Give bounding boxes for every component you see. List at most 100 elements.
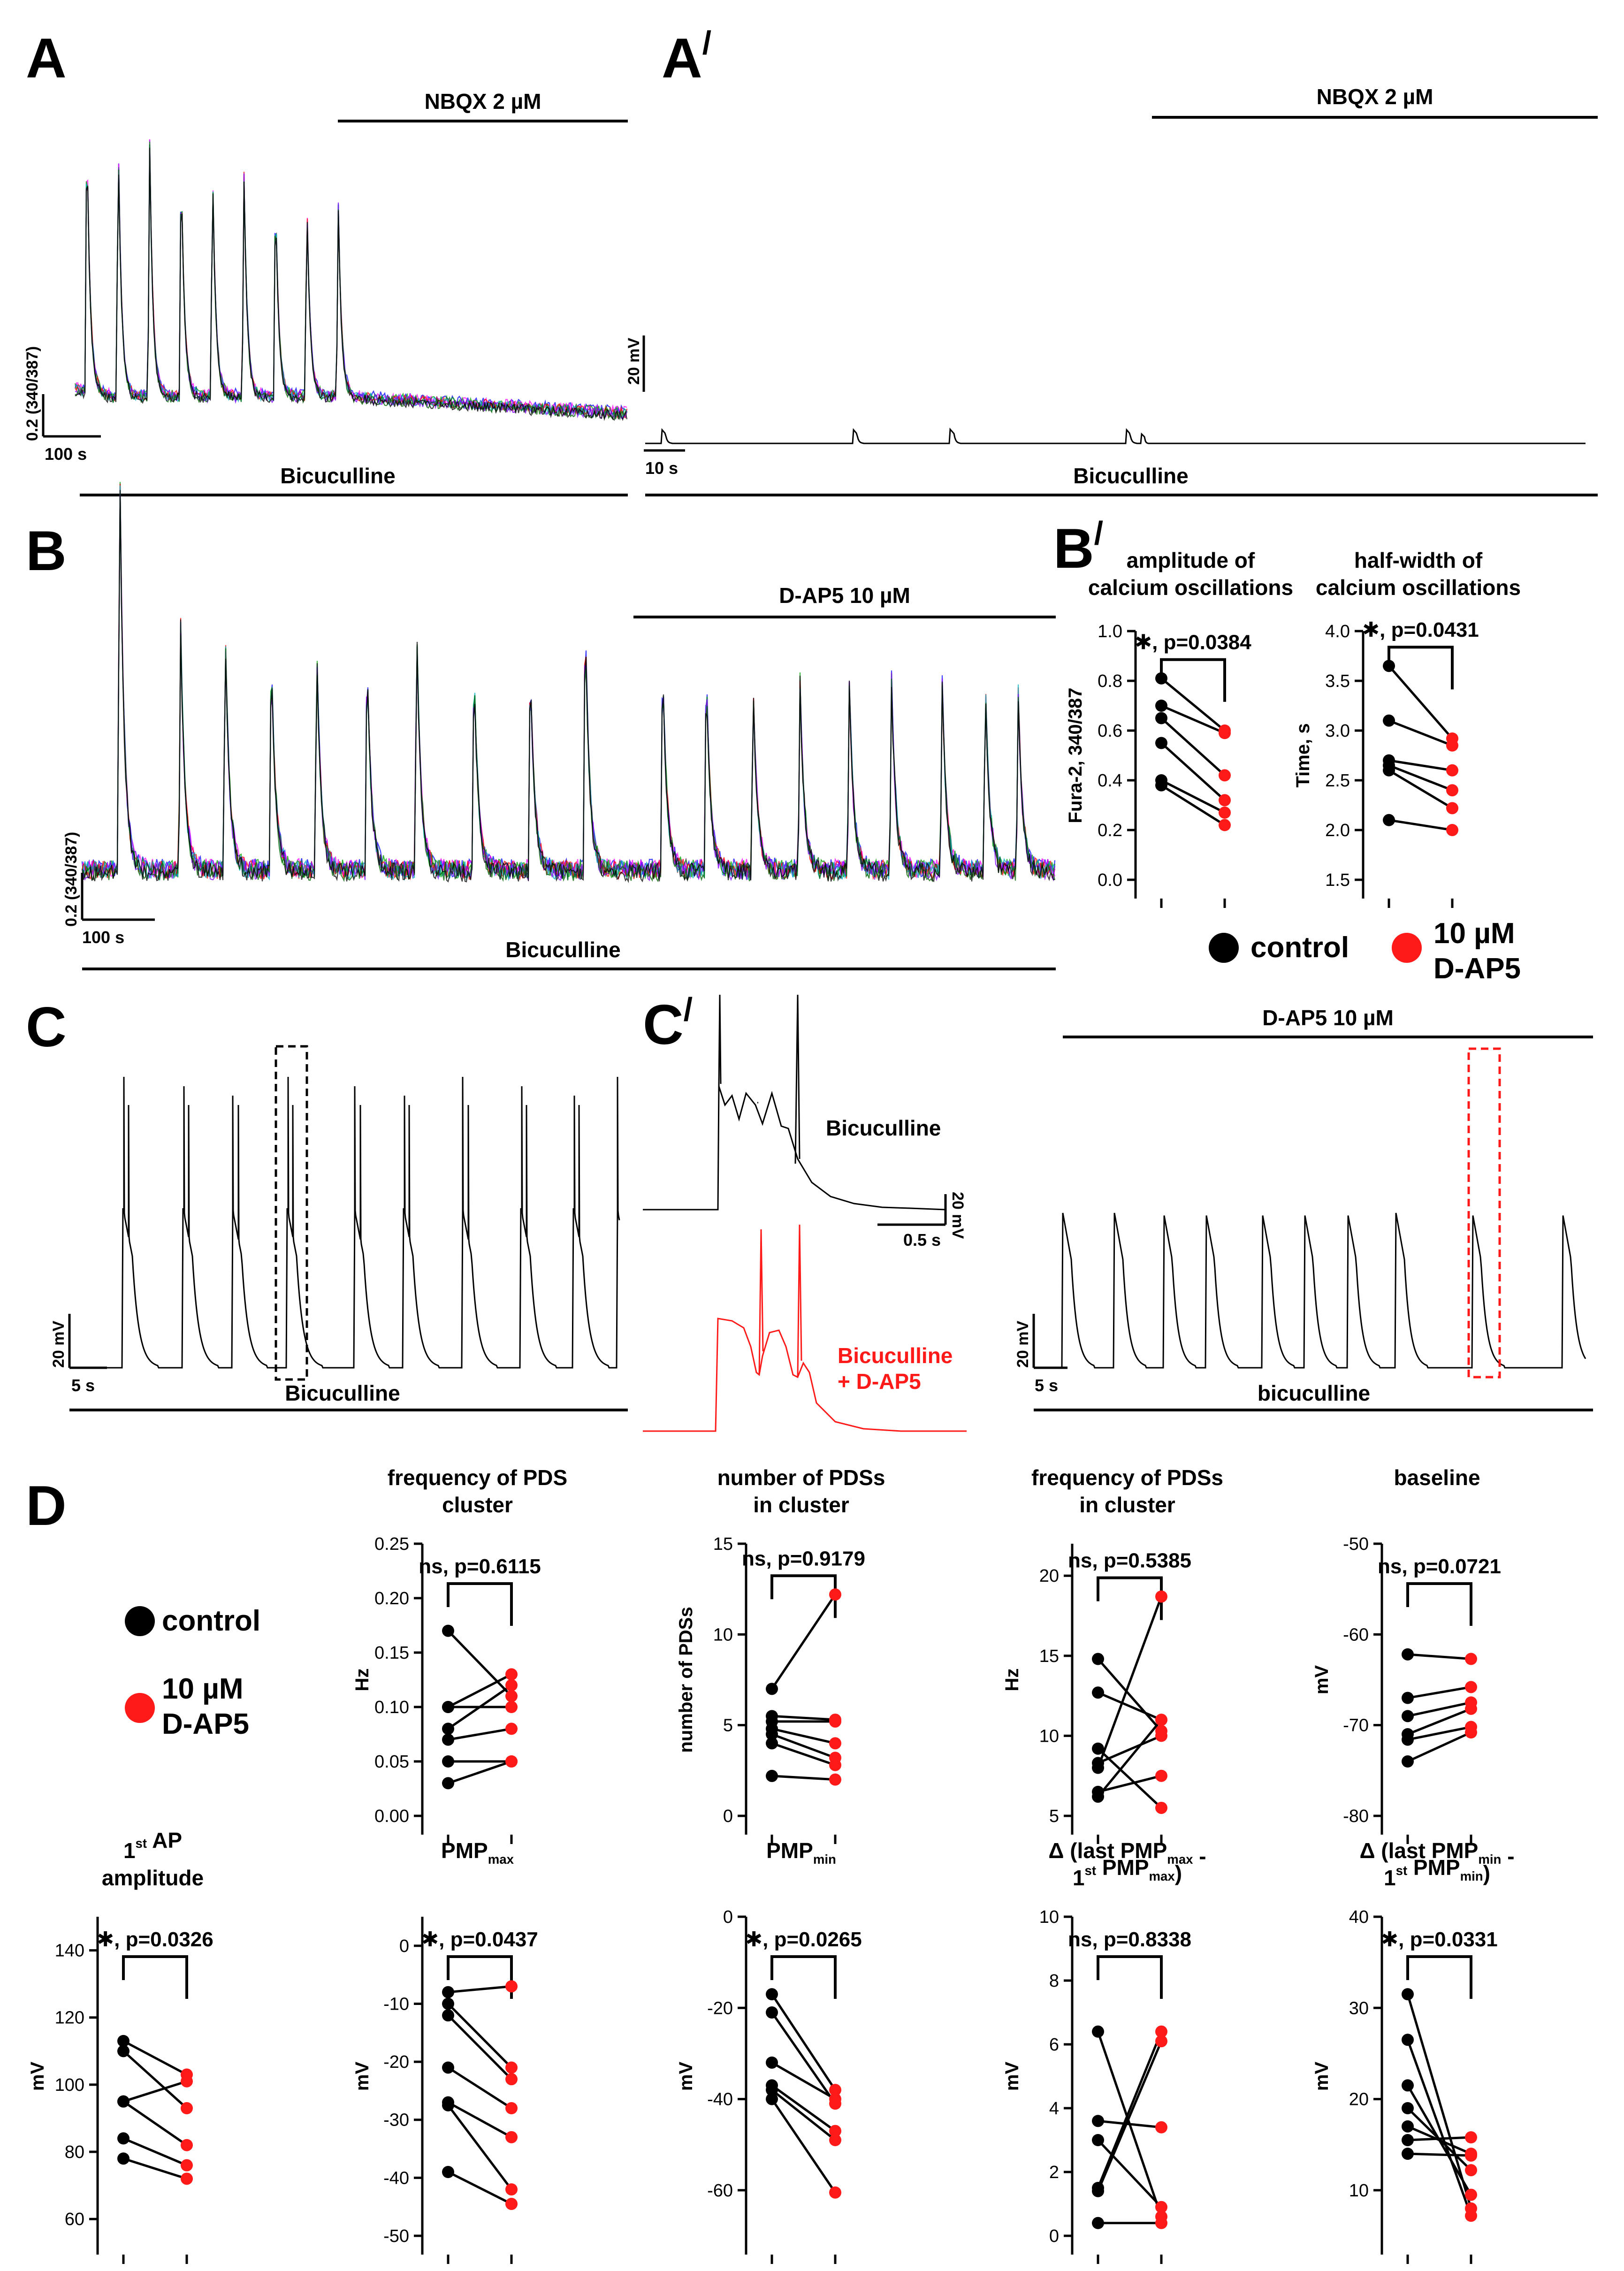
panel-a-prime-label: A/ [662, 24, 711, 90]
number-pds-chart: number of PDSs in cluster 0 5 10 15 number of … [676, 1465, 885, 1844]
pair-line [447, 1684, 512, 1730]
panel-c-prime-right-scale-y-label: 20 mV [1014, 1321, 1032, 1368]
chart-title: calcium oscillations [1088, 575, 1293, 600]
dap5-point [1155, 2121, 1167, 2134]
legend-d-dap5-marker [125, 1693, 155, 1723]
control-point [1155, 700, 1167, 712]
control-point [442, 1755, 454, 1768]
stat-bracket [1388, 646, 1454, 690]
y-tick-label: 2.5 [1325, 771, 1350, 791]
dap5-point [1465, 1702, 1477, 1715]
control-point [442, 1733, 454, 1746]
dap5-point [505, 1690, 518, 1702]
y-tick-label: 0 [723, 1907, 733, 1927]
dap5-point [1465, 2164, 1477, 2177]
chart-title: PMPmin [766, 1838, 836, 1867]
chart-title: 1st PMPmin) [1384, 1855, 1490, 1890]
dap5-point [829, 1773, 841, 1786]
y-tick-label: 0 [399, 1936, 409, 1956]
control-point [442, 1986, 454, 1998]
control-point [442, 1624, 454, 1637]
voltage-trace [74, 1076, 620, 1369]
chart-title: 1st AP [123, 1828, 182, 1863]
pair-line [770, 1993, 837, 2091]
y-tick-label: 10 [1349, 2181, 1369, 2201]
dap5-point [1155, 1769, 1167, 1782]
legend-bprime-dap5-label-2: D-AP5 [1433, 953, 1521, 985]
chart-title: frequency of PDSs [1031, 1465, 1223, 1490]
pair-line [1388, 759, 1453, 772]
panel-b-scale-x-label: 100 s [82, 928, 124, 947]
y-tick-label: 6 [1049, 2035, 1059, 2055]
dap5-point [1155, 1714, 1167, 1726]
control-point [1383, 660, 1395, 672]
panel-a-drug-label: NBQX 2 µM [425, 89, 541, 114]
y-axis-label: Hz [352, 1669, 373, 1692]
pair-line [771, 2061, 836, 2100]
dap5-point [1465, 2131, 1477, 2144]
pair-line [1160, 784, 1226, 826]
pair-line [447, 2101, 512, 2139]
control-point [1092, 1686, 1104, 1699]
control-point [1402, 2034, 1414, 2046]
dap5-point [1446, 802, 1458, 815]
control-point [766, 2093, 778, 2105]
panel-c-prime-selection-box [1467, 1047, 1501, 1379]
y-tick-label: 15 [713, 1534, 733, 1554]
control-point [1155, 737, 1167, 749]
panel-c-prime-right-scale-x-label: 5 s [1035, 1376, 1058, 1395]
y-tick-label: -40 [707, 2090, 733, 2110]
chart-title: amplitude [102, 1866, 204, 1890]
pair-line [771, 1727, 836, 1745]
stat-label: ✱, p=0.0326 [97, 1928, 213, 1951]
stat-bracket [447, 1582, 513, 1626]
y-tick-label: 20 [1039, 1566, 1059, 1586]
y-tick-label: -80 [1343, 1806, 1369, 1826]
legend-d-dap5-label-1: 10 µM [162, 1673, 244, 1705]
dap5-point [505, 1701, 518, 1713]
dap5-point [181, 2075, 193, 2088]
pair-line [1407, 1653, 1472, 1661]
control-point [1092, 2185, 1104, 2197]
expanded-trace-red [643, 1318, 967, 1432]
dap5-point [505, 2131, 518, 2143]
control-point [442, 2166, 454, 2178]
control-point [1092, 1791, 1104, 1803]
dap5-point [829, 2186, 841, 2199]
control-point [1402, 1988, 1414, 2001]
delta-pmp-max-chart: Δ (last PMPmax -1st PMPmax) 0 2 4 6 8 10 mV ns, … [1002, 1838, 1206, 2264]
pair-line [1160, 677, 1226, 732]
y-tick-label: 0.8 [1098, 671, 1122, 691]
pair-line [1098, 1691, 1162, 1721]
delta-pmp-min-chart: Δ (last PMPmin -1st PMPmin) 10 20 30 40 mV ✱, … [1311, 1838, 1515, 2264]
panel-c-prime-trace2-label-2: + D-AP5 [838, 1369, 921, 1394]
pair-line [771, 2084, 836, 2132]
stat-label: ✱, p=0.0331 [1381, 1928, 1497, 1951]
dap5-point [181, 2159, 193, 2172]
control-point [766, 2056, 778, 2069]
pair-line [770, 2098, 837, 2194]
panel-d-label: D [26, 1474, 67, 1537]
dap5-point [829, 2125, 841, 2137]
y-tick-label: 0.15 [374, 1643, 409, 1663]
panel-a-prime-drug-label: NBQX 2 µM [1317, 84, 1433, 109]
y-axis-label: mV [1002, 2062, 1022, 2091]
pair-line [771, 1775, 836, 1781]
panel-a-scale-y-label: 0.2 (340/387) [23, 346, 41, 441]
panel-c-prime-label: C/ [643, 991, 693, 1056]
dap5-point [1465, 2149, 1477, 2162]
pmp-max-chart: PMPmax -50 -40 -30 -20 -10 0 mV ✱, p=0.0437 [352, 1838, 538, 2264]
pair-line [1407, 1726, 1472, 1741]
stat-label: ns, p=0.5385 [1068, 1549, 1191, 1572]
chart-title: in cluster [1079, 1493, 1175, 1517]
dap5-point [1446, 784, 1458, 797]
chart-title: 1st PMPmax) [1073, 1855, 1182, 1890]
panel-c-selection-box [274, 1045, 308, 1381]
chart-title: baseline [1394, 1465, 1480, 1490]
control-point [1402, 1692, 1414, 1704]
dap5-point [505, 1679, 518, 1692]
panel-c-label: C [26, 996, 67, 1059]
dap5-point [505, 2073, 518, 2086]
y-tick-label: 15 [1039, 1646, 1059, 1666]
